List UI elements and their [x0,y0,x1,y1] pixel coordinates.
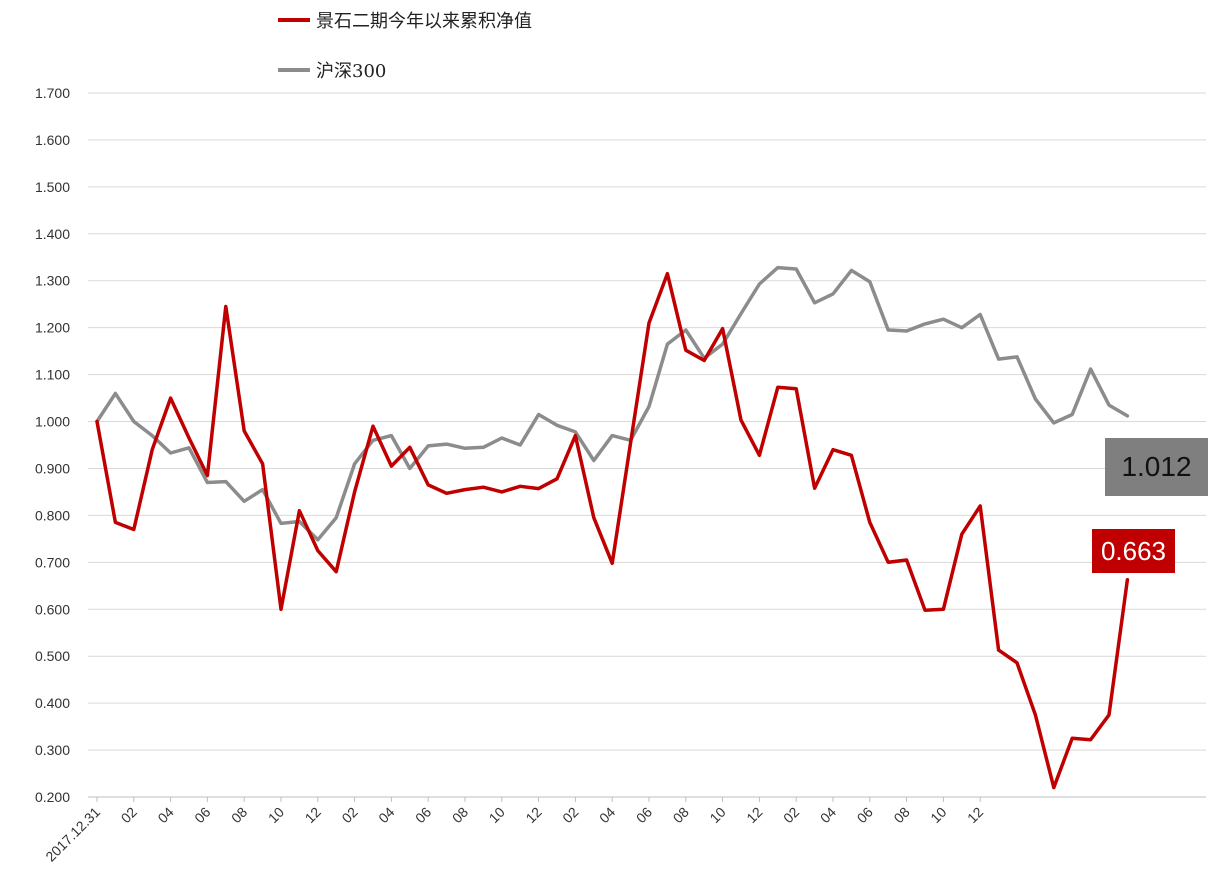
y-tick-label: 1.700 [35,85,70,101]
legend-label-fund: 景石二期今年以来累积净值 [316,11,532,32]
x-tick-label: 10 [927,804,949,826]
x-tick-label: 12 [743,804,765,826]
x-tick-label: 08 [670,804,692,826]
legend-swatch-fund [278,18,310,22]
y-tick-label: 1.000 [35,414,70,430]
y-tick-label: 0.900 [35,460,70,476]
y-tick-label: 1.400 [35,226,70,242]
series-line-hs300 [95,265,1130,542]
x-tick-label: 2017.12.31 [42,804,103,865]
y-tick-label: 0.200 [35,789,70,805]
x-tick-label: 02 [780,804,802,826]
y-tick-label: 0.400 [35,695,70,711]
x-tick-label: 10 [486,804,508,826]
y-tick-label: 0.800 [35,507,70,523]
y-tick-label: 0.300 [35,742,70,758]
y-tick-label: 1.100 [35,367,70,383]
x-tick-label: 08 [890,804,912,826]
x-tick-label: 06 [854,804,876,826]
y-tick-label: 1.300 [35,273,70,289]
x-tick-label: 12 [302,804,324,826]
y-tick-label: 0.700 [35,554,70,570]
hs300-end-value-label: 1.012 [1105,438,1208,496]
y-tick-label: 1.200 [35,320,70,336]
series-line-fund [95,271,1130,790]
x-tick-label: 10 [706,804,728,826]
y-tick-label: 1.500 [35,179,70,195]
x-tick-label: 08 [449,804,471,826]
x-tick-label: 02 [559,804,581,826]
x-tick-label: 04 [375,804,397,826]
y-tick-label: 1.600 [35,132,70,148]
fund-end-value-label: 0.663 [1092,529,1175,573]
y-tick-label: 0.600 [35,601,70,617]
x-tick-label: 06 [633,804,655,826]
x-tick-label: 04 [596,804,618,826]
x-tick-label: 04 [817,804,839,826]
x-tick-label: 10 [265,804,287,826]
legend-label-hs300: 沪深300 [316,61,387,82]
x-tick-label: 04 [154,804,176,826]
legend-swatch-hs300 [278,68,310,72]
x-tick-label: 08 [228,804,250,826]
x-tick-label: 06 [412,804,434,826]
x-tick-label: 06 [191,804,213,826]
x-tick-label: 02 [118,804,140,826]
x-tick-label: 12 [522,804,544,826]
x-tick-label: 12 [964,804,986,826]
x-tick-label: 02 [338,804,360,826]
y-tick-label: 0.500 [35,648,70,664]
